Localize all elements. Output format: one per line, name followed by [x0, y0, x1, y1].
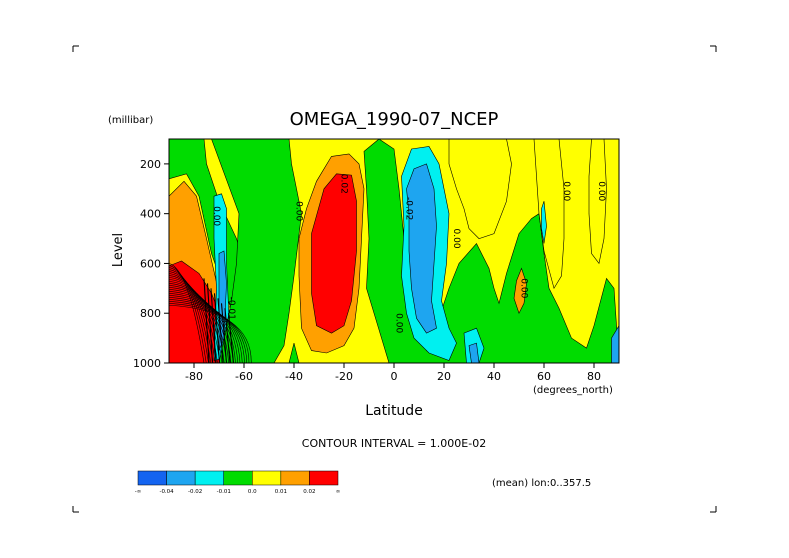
contour-region — [468, 342, 480, 363]
x-tick-label: -80 — [185, 370, 203, 383]
y-axis-ticks: 200 400 600 800 1000 — [133, 158, 169, 370]
contour-line — [169, 279, 223, 363]
contour-line — [217, 298, 224, 363]
contour-label: -0.01 — [226, 297, 236, 320]
contour-labels: 0.00 0.00 0.02 -0.02 0.00 -0.01 0.00 0.00 0.00 0.… — [211, 174, 606, 334]
legend-label: -∞ — [135, 489, 142, 495]
legend-label: 0.0 — [248, 489, 257, 495]
contour-region — [611, 325, 619, 363]
y-tick-label: 200 — [140, 158, 161, 171]
legend-swatch — [137, 470, 167, 486]
contour-line — [210, 288, 217, 363]
contour-region — [513, 267, 527, 314]
legend-swatch — [252, 470, 282, 486]
contour-region — [588, 139, 607, 265]
contour-line — [220, 303, 228, 363]
contour-label: 0.00 — [596, 181, 606, 201]
chart-title: OMEGA_1990-07_NCEP — [290, 109, 499, 130]
contour-label: 0.00 — [561, 181, 571, 201]
contour-label: 0.02 — [339, 174, 349, 194]
contour-region — [288, 343, 300, 363]
contour-region — [311, 173, 357, 334]
corner-marks — [72, 45, 717, 513]
legend-label: 0.02 — [303, 489, 315, 495]
color-legend: -∞ -0.04 -0.02 -0.01 0.0 0.01 0.02 ∞ — [135, 470, 341, 495]
contour-label: 0.00 — [394, 313, 404, 333]
legend-label: -0.02 — [188, 489, 202, 495]
y-tick-label: 1000 — [133, 357, 161, 370]
legend-label: ∞ — [336, 489, 341, 495]
contour-label: 0.00 — [519, 278, 529, 298]
contour-region — [541, 201, 547, 244]
mean-lon-text: (mean) lon:0..357.5 — [492, 478, 591, 489]
legend-swatch — [223, 470, 253, 486]
y-tick-label: 800 — [140, 307, 161, 320]
contour-label: 0.00 — [451, 229, 461, 249]
x-tick-label: 40 — [487, 370, 501, 383]
legend-label: -0.04 — [159, 489, 174, 495]
legend-swatch — [166, 470, 196, 486]
contour-line — [169, 267, 209, 363]
contour-line — [169, 265, 207, 363]
legend-swatch — [194, 470, 224, 486]
contour-line — [213, 293, 221, 363]
legend-label: 0.01 — [275, 489, 287, 495]
legend-swatch — [309, 470, 339, 486]
contour-line — [206, 283, 214, 363]
y-tick-label: 400 — [140, 208, 161, 221]
contour-interval-text: CONTOUR INTERVAL = 1.000E-02 — [302, 437, 486, 450]
contour-line — [169, 263, 205, 363]
x-axis-ticks: -80 -60 -40 -20 0 20 40 60 80 — [185, 363, 601, 383]
legend-label: -0.01 — [217, 489, 231, 495]
contour-line — [227, 313, 235, 363]
x-tick-label: 60 — [537, 370, 551, 383]
x-tick-label: -60 — [235, 370, 253, 383]
contour-region — [406, 163, 437, 334]
x-tick-label: -20 — [335, 370, 353, 383]
contour-line — [203, 278, 210, 363]
y-tick-label: 600 — [140, 257, 161, 270]
contour-label: 0.00 — [211, 206, 221, 226]
y-units-label: (millibar) — [108, 115, 153, 126]
dense-contour-lines — [169, 263, 252, 363]
contour-region — [533, 139, 565, 290]
x-tick-label: 0 — [391, 370, 398, 383]
contour-region — [448, 139, 512, 239]
legend-swatch — [280, 470, 310, 486]
contour-line — [169, 304, 252, 363]
x-tick-label: -40 — [285, 370, 303, 383]
contour-line — [224, 308, 231, 363]
x-tick-label: 20 — [437, 370, 451, 383]
x-units-label: (degrees_north) — [533, 385, 613, 396]
contour-label: -0.02 — [404, 197, 414, 220]
x-tick-label: 80 — [587, 370, 601, 383]
y-axis-label: Level — [111, 233, 126, 267]
contour-line — [169, 271, 214, 363]
contour-label: 0.00 — [294, 201, 304, 221]
contour-region — [211, 139, 302, 363]
x-axis-label: Latitude — [365, 403, 423, 419]
